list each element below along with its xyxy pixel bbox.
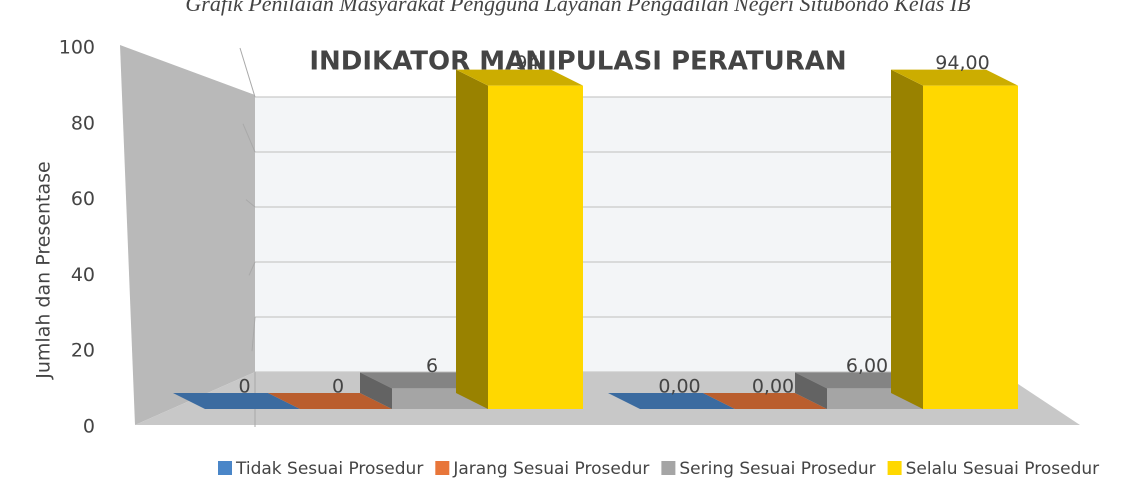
y-tick-label: 80 <box>71 112 95 134</box>
bar <box>456 69 583 409</box>
bar <box>173 393 300 409</box>
bar-top <box>891 69 1018 86</box>
legend-swatch <box>435 461 450 475</box>
bar <box>608 393 735 409</box>
y-tick-label: 60 <box>71 188 95 210</box>
chart-title: INDIKATOR MANIPULASI PERATURAN <box>309 47 846 77</box>
bar-top <box>608 393 735 409</box>
y-tick-label: 40 <box>71 264 95 286</box>
bar-front <box>488 85 583 409</box>
data-label: 6 <box>426 355 438 377</box>
side-grid-line <box>251 316 256 352</box>
data-label: 0 <box>238 376 250 398</box>
data-label: 6,00 <box>846 355 888 377</box>
legend-swatch <box>218 461 232 475</box>
data-label: 94,00 <box>935 52 989 74</box>
data-label: 0,00 <box>658 376 700 398</box>
data-label: 0 <box>332 376 344 398</box>
legend-label: Sering Sesuai Prosedur <box>679 459 875 479</box>
side-grid-line <box>242 123 256 153</box>
legend-swatch <box>661 461 676 475</box>
bar-side <box>456 69 488 409</box>
bar <box>891 69 1018 409</box>
bar-side <box>795 372 827 409</box>
bar-top <box>703 393 827 409</box>
y-tick-label: 0 <box>83 416 95 438</box>
bar-front <box>923 85 1018 409</box>
legend-swatch <box>887 461 902 475</box>
legend-label: Tidak Sesuai Prosedur <box>235 459 423 479</box>
data-label: 0,00 <box>752 376 794 398</box>
side-grid-line <box>248 261 256 276</box>
bar-top <box>456 69 583 86</box>
bar <box>268 393 392 409</box>
side-grid-line <box>239 47 256 98</box>
side-grid-line <box>245 199 256 208</box>
bar-top <box>173 393 300 409</box>
y-tick-label: 100 <box>59 37 95 59</box>
caption: Grafik Penilaian Masyarakat Pengguna Lay… <box>185 0 970 16</box>
bar-top <box>268 393 392 409</box>
back-wall <box>255 97 1000 372</box>
data-label: 94 <box>515 52 539 74</box>
y-axis-label: Jumlah dan Presentase <box>33 161 55 379</box>
bar <box>703 393 827 409</box>
legend-label: Selalu Sesuai Prosedur <box>906 459 1100 479</box>
bar-side <box>360 372 392 409</box>
side-wall <box>120 45 255 425</box>
bar-side <box>891 69 923 409</box>
y-tick-label: 20 <box>71 340 95 362</box>
legend-label: Jarang Sesuai Prosedur <box>452 459 649 479</box>
